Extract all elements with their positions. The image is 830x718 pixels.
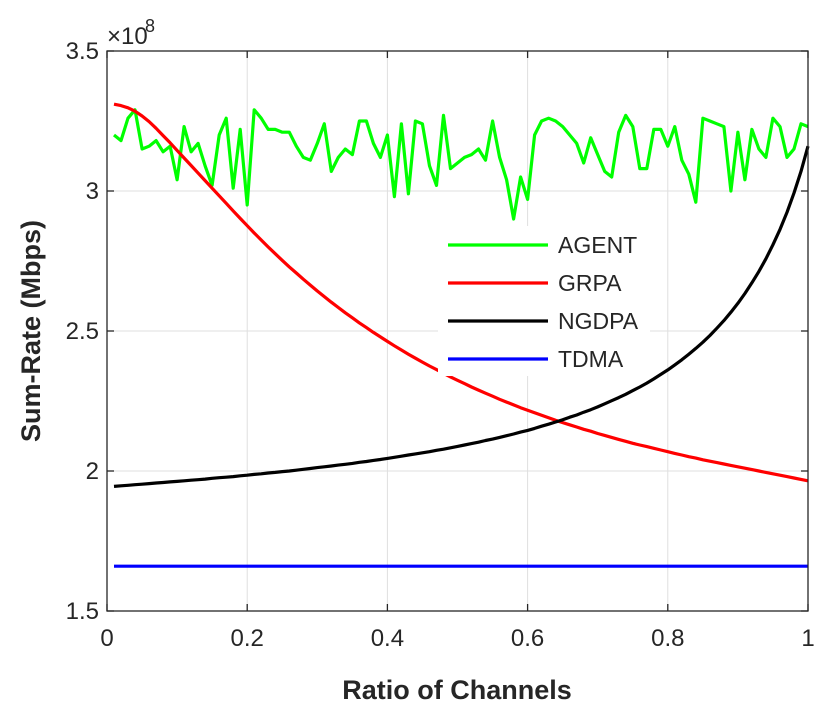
y-scale-label: ×10	[107, 23, 148, 50]
series-line-grpa	[113, 102, 809, 483]
y-axis-title: Sum-Rate (Mbps)	[16, 220, 46, 442]
x-axis-title: Ratio of Channels	[342, 675, 572, 705]
y-tick-label: 2.5	[66, 318, 99, 345]
x-tick-label: 0.4	[371, 625, 404, 652]
legend-background	[438, 226, 650, 376]
legend-label-tdma: TDMA	[558, 346, 624, 372]
y-scale-exponent: 8	[145, 16, 155, 36]
y-tick-label: 3.5	[66, 38, 99, 65]
series-line-ngdpa	[113, 145, 810, 488]
x-tick-label: 0.8	[651, 625, 684, 652]
series-line-agent	[113, 108, 809, 221]
legend-label-agent: AGENT	[558, 232, 637, 258]
legend-label-ngdpa: NGDPA	[558, 308, 639, 334]
x-tick-label: 0.2	[231, 625, 264, 652]
axis-ticks	[106, 50, 809, 612]
x-tick-label: 0.6	[511, 625, 544, 652]
x-tick-label: 1	[801, 625, 814, 652]
y-tick-label: 2	[86, 458, 99, 485]
y-tick-label: 1.5	[66, 598, 99, 625]
y-tick-label: 3	[86, 178, 99, 205]
x-tick-label: 0	[100, 625, 113, 652]
legend-label-grpa: GRPA	[558, 270, 622, 296]
series-lines	[113, 102, 810, 568]
legend: AGENT GRPA NGDPA TDMA	[438, 226, 650, 376]
